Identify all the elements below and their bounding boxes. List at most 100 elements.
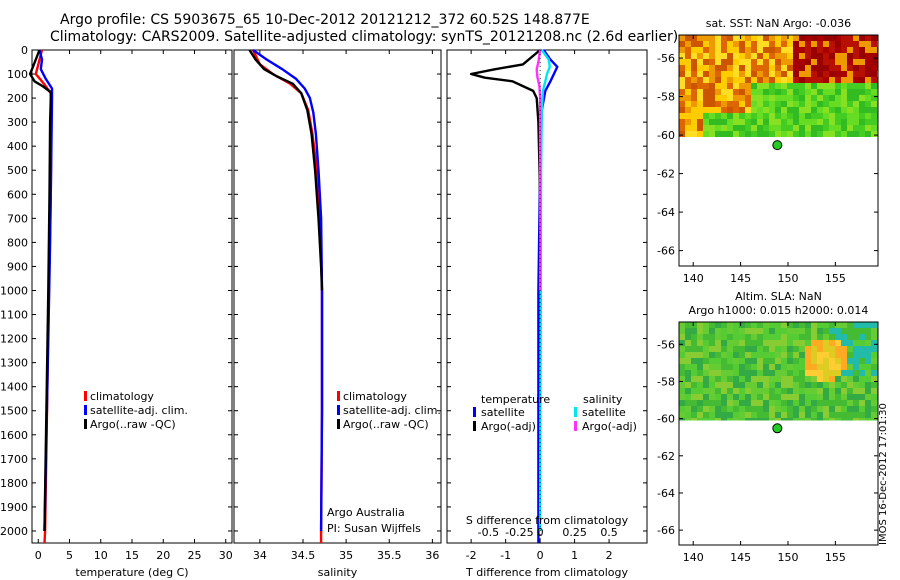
heatmap-cell — [679, 418, 685, 421]
heatmap-cell — [817, 77, 823, 83]
heatmap-cell — [847, 388, 853, 394]
heatmap-cell — [871, 119, 877, 125]
heatmap-cell — [859, 358, 865, 364]
heatmap-cell — [715, 119, 721, 125]
heatmap-cell — [745, 101, 751, 107]
map-title: Altim. SLA: NaN — [735, 290, 822, 303]
heatmap-cell — [859, 131, 865, 137]
heatmap-cell — [835, 340, 841, 346]
heatmap-cell — [775, 35, 781, 41]
heatmap-cell — [727, 364, 733, 370]
heatmap-cell — [745, 340, 751, 346]
heatmap-cell — [757, 346, 763, 352]
heatmap-cell — [739, 412, 745, 418]
heatmap-cell — [829, 113, 835, 119]
heatmap-cell — [817, 328, 823, 334]
heatmap-cell — [817, 388, 823, 394]
heatmap-cell — [679, 35, 685, 41]
heatmap-cell — [817, 59, 823, 65]
heatmap-cell — [685, 358, 691, 364]
heatmap-cell — [679, 376, 685, 382]
heatmap-cell — [865, 101, 871, 107]
heatmap-cell — [709, 113, 715, 119]
heatmap-cell — [787, 119, 793, 125]
heatmap-cell — [733, 113, 739, 119]
heatmap-cell — [847, 358, 853, 364]
heatmap-cell — [697, 113, 703, 119]
heatmap-cell — [847, 322, 853, 328]
heatmap-cell — [739, 119, 745, 125]
heatmap-cell — [853, 322, 859, 328]
heatmap-cell — [709, 382, 715, 388]
heatmap-cell — [745, 47, 751, 53]
heatmap-cell — [793, 107, 799, 113]
heatmap-cell — [781, 35, 787, 41]
heatmap-cell — [733, 388, 739, 394]
heatmap-cell — [787, 41, 793, 47]
heatmap-cell — [871, 77, 877, 83]
heatmap-cell — [829, 322, 835, 328]
heatmap-cell — [763, 41, 769, 47]
heatmap-cell — [703, 131, 709, 137]
heatmap-cell — [859, 400, 865, 406]
heatmap-cell — [865, 77, 871, 83]
legend-title: salinity — [583, 393, 623, 406]
heatmap-cell — [715, 376, 721, 382]
heatmap-cell — [793, 412, 799, 418]
heatmap-cell — [811, 370, 817, 376]
heatmap-cell — [853, 352, 859, 358]
heatmap-cell — [751, 406, 757, 412]
heatmap-cell — [775, 77, 781, 83]
heatmap-cell — [805, 113, 811, 119]
heatmap-cell — [763, 370, 769, 376]
legend-swatch — [84, 405, 87, 415]
heatmap-cell — [697, 322, 703, 328]
heatmap-cell — [691, 47, 697, 53]
heatmap-cell — [793, 41, 799, 47]
heatmap-cell — [757, 400, 763, 406]
heatmap-cell — [763, 340, 769, 346]
heatmap-cell — [745, 358, 751, 364]
heatmap-cell — [805, 328, 811, 334]
heatmap-cell — [739, 113, 745, 119]
heatmap-cell — [757, 89, 763, 95]
annotation-line: PI: Susan Wijffels — [327, 522, 421, 535]
heatmap-cell — [691, 346, 697, 352]
heatmap-cell — [697, 119, 703, 125]
heatmap-cell — [799, 125, 805, 131]
heatmap-cell — [859, 47, 865, 53]
heatmap-cell — [871, 35, 877, 41]
legend-entry: satellite — [481, 406, 525, 419]
heatmap-cell — [871, 412, 877, 418]
heatmap-cell — [823, 358, 829, 364]
heatmap-cell — [685, 322, 691, 328]
heatmap-cell — [835, 95, 841, 101]
heatmap-cell — [679, 382, 685, 388]
heatmap-cell — [691, 364, 697, 370]
heatmap-cell — [865, 394, 871, 400]
heatmap-cell — [793, 388, 799, 394]
x-tick-label: 5 — [66, 549, 73, 562]
y-tick-label: 1000 — [0, 284, 28, 297]
heatmap-cell — [781, 382, 787, 388]
heatmap-cell — [829, 394, 835, 400]
heatmap-cell — [703, 394, 709, 400]
heatmap-cell — [775, 400, 781, 406]
heatmap-cell — [805, 334, 811, 340]
heatmap-cell — [787, 346, 793, 352]
y-tick-label: 400 — [7, 140, 28, 153]
heatmap-cell — [871, 59, 877, 65]
heatmap-cell — [733, 59, 739, 65]
heatmap-cell — [679, 95, 685, 101]
heatmap-cell — [841, 352, 847, 358]
heatmap-cell — [841, 406, 847, 412]
heatmap-cell — [811, 113, 817, 119]
heatmap-cell — [679, 113, 685, 119]
heatmap-cell — [799, 65, 805, 71]
heatmap-cell — [739, 370, 745, 376]
heatmap-cell — [721, 364, 727, 370]
heatmap-cell — [847, 71, 853, 77]
heatmap-cell — [781, 113, 787, 119]
heatmap-cell — [769, 35, 775, 41]
heatmap-cell — [691, 394, 697, 400]
